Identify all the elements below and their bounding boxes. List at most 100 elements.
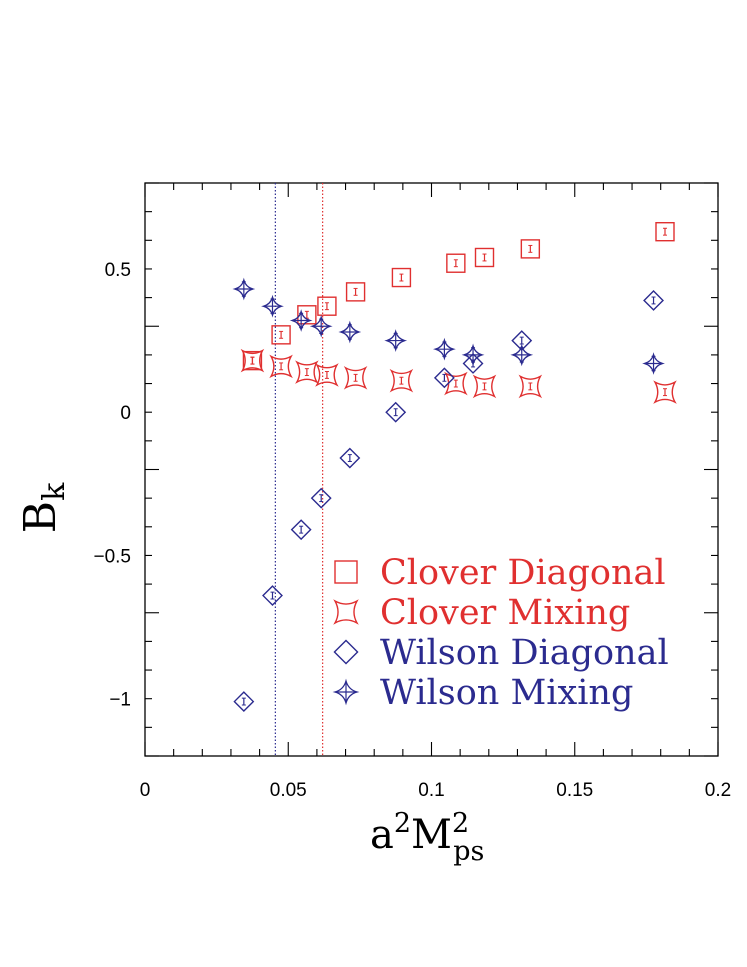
x-axis-label: a2M2 ps [370, 808, 484, 867]
wilson-mixing-point [642, 352, 665, 375]
wilson-mixing-point [461, 343, 485, 367]
wilson-mixing-marker [510, 343, 534, 367]
wilson-diagonal-point [310, 487, 332, 509]
clover-mixing-point [343, 366, 368, 390]
wilson-diagonal-point [385, 401, 407, 423]
y-axis-label-sub: k [37, 482, 72, 501]
clover-mixing-marker [444, 371, 468, 396]
wilson-mixing-point [384, 329, 408, 352]
y-tick-label: 0.5 [105, 260, 131, 281]
clover-mixing-point [389, 368, 414, 393]
legend-marker-wilson-diagonal [333, 639, 359, 665]
y-tick-label: −0.5 [93, 546, 131, 567]
legend-marker-clover-diagonal [334, 560, 358, 584]
clover-diagonal-point [297, 305, 317, 325]
clover-diagonal-marker [345, 282, 366, 302]
clover-diagonal-marker [655, 222, 675, 242]
clover-diagonal-marker [242, 350, 263, 371]
wilson-diagonal-point [643, 290, 664, 311]
wilson-diagonal-marker [339, 447, 361, 469]
clover-mixing-point [472, 374, 497, 399]
legend-entry-clover-diagonal: Clover Diagonal [334, 553, 666, 593]
clover-mixing-marker [315, 363, 339, 387]
wilson-diagonal-point [290, 519, 312, 541]
wilson-diagonal-marker [433, 367, 455, 389]
legend-label-wilson-mixing: Wilson Mixing [380, 673, 633, 713]
legend-entry-clover-mixing: Clover Mixing [333, 593, 630, 633]
wilson-diagonal-point [233, 691, 255, 713]
wilson-mixing-marker [461, 343, 485, 367]
wilson-diagonal-point [339, 447, 361, 469]
wilson-diagonal-point [262, 585, 283, 606]
x-tick-label: 0 [140, 780, 151, 801]
wilson-mixing-marker [384, 329, 408, 352]
clover-diagonal-marker [271, 325, 291, 345]
wilson-mixing-marker [232, 277, 256, 301]
x-tick-label: 0.15 [556, 780, 593, 801]
clover-diagonal-marker [317, 296, 337, 316]
clover-diagonal-marker [446, 253, 466, 273]
reference-lines [274, 183, 324, 756]
wilson-mixing-marker [309, 314, 333, 338]
clover-mixing-marker [653, 380, 677, 404]
axis-ticks: 0 0.05 0.1 0.15 0.2 0.5 0 −0.5 −1 [93, 182, 731, 801]
clover-mixing-point [295, 360, 319, 384]
wilson-mixing-marker [642, 352, 665, 375]
clover-mixing-marker [240, 348, 265, 373]
clover-mixing-point [444, 371, 468, 396]
wilson-diagonal-marker [462, 353, 484, 374]
wilson-diagonal-point [433, 367, 455, 389]
clover-diagonal-point [345, 282, 366, 302]
legend-marker-clover-mixing [333, 599, 359, 625]
legend-marker-wilson-mixing [332, 678, 360, 706]
wilson-mixing-point [338, 320, 362, 344]
wilson-mixing-point [510, 343, 534, 367]
clover-diagonal-point [446, 253, 466, 273]
legend-entry-wilson-diagonal: Wilson Diagonal [333, 633, 669, 673]
clover-mixing-point [240, 348, 265, 373]
clover-diagonal-point [271, 325, 291, 345]
clover-diagonal-point [520, 239, 541, 259]
legend-label-clover-diagonal: Clover Diagonal [380, 553, 666, 593]
x-tick-label: 0.05 [270, 780, 307, 801]
clover-mixing-point [653, 380, 677, 404]
legend-entry-wilson-mixing: Wilson Mixing [332, 673, 633, 713]
x-axis-label-sup1: 2 [394, 808, 411, 839]
wilson-mixing-marker [289, 309, 313, 332]
clover-mixing-marker [269, 354, 293, 379]
legend-label-clover-mixing: Clover Mixing [380, 593, 630, 633]
clover-diagonal-marker [474, 247, 495, 268]
y-axis-label-base: B [15, 501, 66, 533]
wilson-mixing-point [232, 277, 256, 301]
x-axis-label-mid: M [411, 812, 452, 858]
legend-label-wilson-diagonal: Wilson Diagonal [380, 633, 669, 673]
y-tick-label: −1 [109, 690, 131, 711]
wilson-diagonal-marker [310, 487, 332, 509]
clover-diagonal-marker [297, 305, 317, 325]
clover-diagonal-marker [391, 267, 412, 288]
clover-mixing-marker [472, 374, 497, 399]
wilson-mixing-point [309, 314, 333, 338]
clover-mixing-point [315, 363, 339, 387]
wilson-mixing-marker [338, 320, 362, 344]
clover-mixing-marker [389, 368, 414, 393]
clover-mixing-marker [343, 366, 368, 390]
wilson-diagonal-marker [643, 290, 664, 311]
clover-mixing-point [518, 374, 543, 399]
data-points [232, 222, 677, 713]
x-tick-label: 0.1 [418, 780, 444, 801]
y-tick-label: 0 [120, 403, 131, 424]
wilson-diagonal-marker [233, 691, 255, 713]
wilson-mixing-point [289, 309, 313, 332]
x-tick-label: 0.2 [705, 780, 731, 801]
wilson-mixing-marker [261, 294, 284, 318]
wilson-mixing-marker [433, 337, 456, 361]
clover-mixing-point [269, 354, 293, 379]
clover-diagonal-point [474, 247, 495, 268]
clover-mixing-marker [295, 360, 319, 384]
wilson-mixing-point [433, 337, 456, 361]
y-axis-label: Bk [15, 482, 72, 533]
x-axis-label-sub: ps [453, 836, 484, 867]
